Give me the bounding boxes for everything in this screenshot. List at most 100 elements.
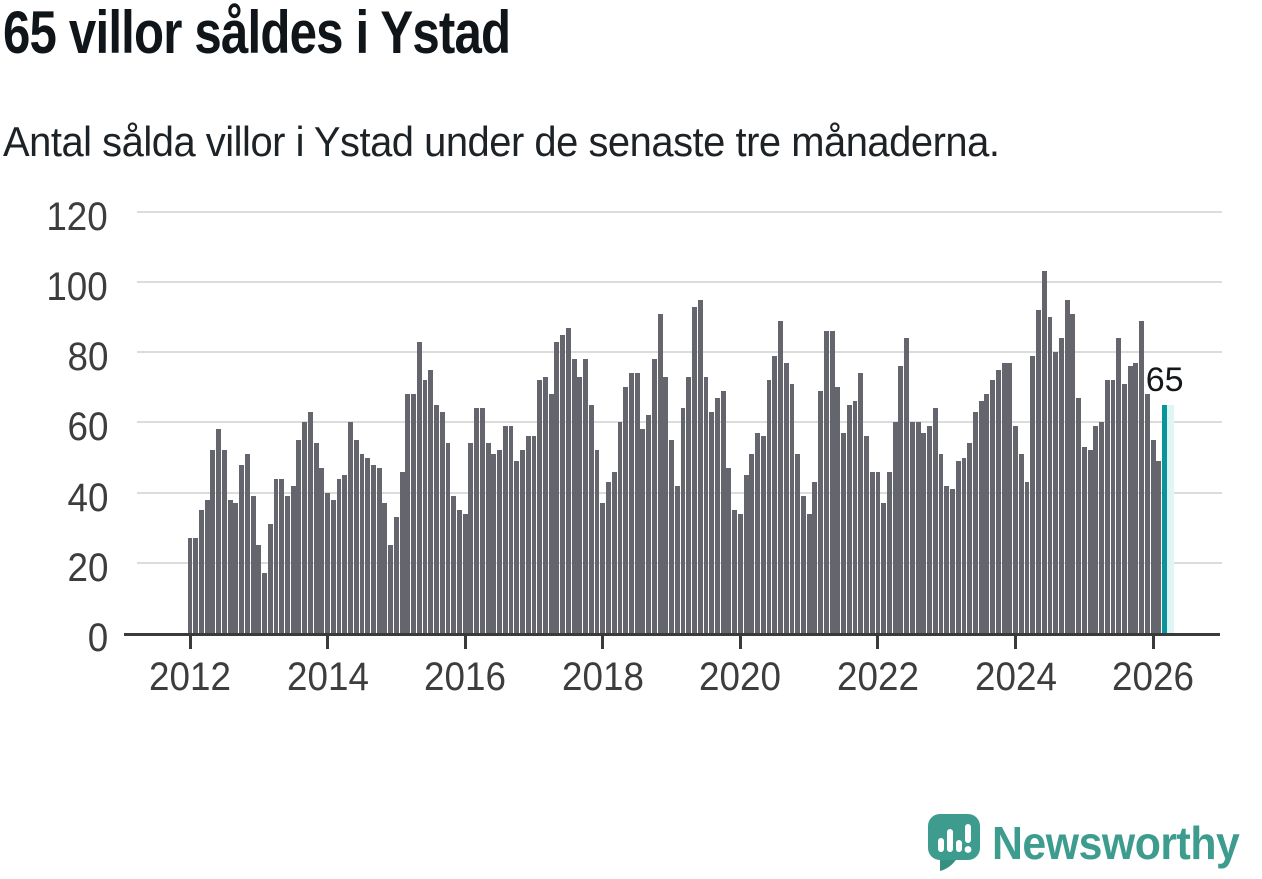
bar <box>571 359 577 633</box>
bar <box>1099 422 1104 633</box>
bar <box>990 380 996 633</box>
bar <box>995 369 1001 633</box>
bar <box>187 538 193 633</box>
bar <box>554 341 560 633</box>
bar <box>250 496 256 633</box>
bar <box>606 482 611 633</box>
chart-subtitle: Antal sålda villor i Ystad under de sena… <box>3 118 1000 165</box>
bar <box>267 524 273 633</box>
y-axis-tick-label: 40 <box>67 475 108 520</box>
x-axis-tick-label: 2018 <box>561 655 644 699</box>
bar <box>818 390 824 633</box>
bar <box>199 510 204 633</box>
bar <box>411 394 417 633</box>
bar <box>864 436 869 633</box>
bar <box>846 404 852 633</box>
bar <box>1001 362 1007 633</box>
bar <box>319 468 325 633</box>
y-axis-tick-label: 120 <box>46 194 108 239</box>
bar <box>193 538 199 633</box>
y-axis-tick-label: 60 <box>67 405 108 450</box>
bar <box>388 545 394 633</box>
bar <box>262 573 267 633</box>
x-axis-line <box>124 633 1220 636</box>
bar <box>789 383 795 633</box>
bar <box>405 394 411 633</box>
bar <box>1007 362 1013 633</box>
bar <box>1013 425 1018 633</box>
bar <box>640 429 646 633</box>
x-axis-tick <box>188 636 192 649</box>
gridline-y80 <box>137 351 1222 354</box>
bar <box>783 362 789 633</box>
bar <box>583 359 589 633</box>
bar <box>961 457 967 633</box>
x-axis-tick-label: 2012 <box>149 655 231 699</box>
highlight-value-label: 65 <box>1145 360 1184 399</box>
bar <box>881 503 887 633</box>
bar <box>474 408 480 633</box>
highlight-glow <box>1167 404 1175 633</box>
bar <box>686 376 692 633</box>
gridline-y100 <box>137 281 1222 283</box>
bar <box>915 422 921 633</box>
bar <box>737 513 743 633</box>
bar <box>221 450 227 633</box>
y-axis-tick-label: 100 <box>46 265 108 309</box>
x-axis-tick <box>1151 636 1155 649</box>
bar <box>955 461 961 633</box>
bar <box>680 408 686 633</box>
bar <box>760 436 766 633</box>
bar <box>823 331 829 633</box>
bar <box>657 313 663 633</box>
bar <box>1081 446 1087 633</box>
bar <box>646 415 652 633</box>
y-axis-tick-label: 0 <box>87 616 108 660</box>
bar <box>984 394 990 633</box>
bar <box>1156 461 1162 633</box>
bar <box>1150 439 1156 633</box>
bar <box>892 422 898 633</box>
bar <box>216 429 222 633</box>
bar <box>812 482 818 633</box>
bar <box>399 471 405 633</box>
bar <box>726 468 732 633</box>
bar <box>457 510 462 633</box>
bar <box>1127 366 1133 633</box>
bar <box>795 453 801 633</box>
x-axis-tick <box>326 636 330 649</box>
bar <box>1087 450 1093 633</box>
bar <box>428 369 434 633</box>
bar <box>628 373 634 633</box>
x-axis-tick-label: 2026 <box>1112 655 1195 699</box>
bar <box>307 411 313 633</box>
bar <box>210 450 216 633</box>
x-axis-tick <box>738 636 742 649</box>
bar <box>422 380 428 633</box>
bar <box>886 471 892 633</box>
bar <box>227 499 233 633</box>
bar <box>692 306 697 633</box>
bar <box>1058 338 1064 633</box>
bar <box>898 366 904 633</box>
bar <box>531 436 537 633</box>
bar <box>376 468 382 633</box>
bar <box>1116 338 1122 633</box>
bar <box>1070 313 1076 633</box>
bar <box>800 496 806 633</box>
bar <box>778 320 783 633</box>
bar <box>835 387 841 633</box>
bar <box>1036 310 1041 633</box>
bar <box>852 401 858 633</box>
bar <box>634 373 640 633</box>
bar <box>749 453 755 633</box>
bar <box>445 443 451 633</box>
bar <box>497 450 503 633</box>
bar <box>944 485 950 633</box>
newsworthy-logo: Newsworthy <box>926 812 1258 874</box>
bar <box>279 478 285 633</box>
bar <box>755 432 760 633</box>
bar <box>674 485 680 633</box>
